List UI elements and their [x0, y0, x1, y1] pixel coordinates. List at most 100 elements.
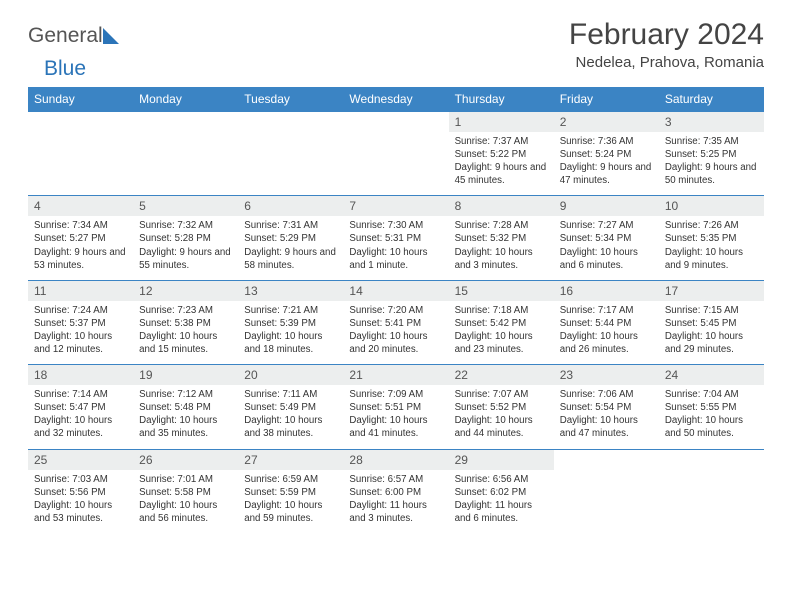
day-details: Sunrise: 7:23 AMSunset: 5:38 PMDaylight:…	[133, 301, 238, 364]
calendar-cell: 7Sunrise: 7:30 AMSunset: 5:31 PMDaylight…	[343, 196, 448, 280]
calendar-cell: 11Sunrise: 7:24 AMSunset: 5:37 PMDayligh…	[28, 280, 133, 364]
calendar-cell: 8Sunrise: 7:28 AMSunset: 5:32 PMDaylight…	[449, 196, 554, 280]
day-number: 21	[343, 365, 448, 385]
calendar-week-row: 25Sunrise: 7:03 AMSunset: 5:56 PMDayligh…	[28, 449, 764, 533]
day-details: Sunrise: 7:18 AMSunset: 5:42 PMDaylight:…	[449, 301, 554, 364]
day-number: 25	[28, 450, 133, 470]
calendar-cell: 2Sunrise: 7:36 AMSunset: 5:24 PMDaylight…	[554, 112, 659, 196]
calendar-cell: 13Sunrise: 7:21 AMSunset: 5:39 PMDayligh…	[238, 280, 343, 364]
calendar-cell	[659, 449, 764, 533]
calendar-cell: 24Sunrise: 7:04 AMSunset: 5:55 PMDayligh…	[659, 365, 764, 449]
day-number: 15	[449, 281, 554, 301]
calendar-week-row: 11Sunrise: 7:24 AMSunset: 5:37 PMDayligh…	[28, 280, 764, 364]
day-details: Sunrise: 7:37 AMSunset: 5:22 PMDaylight:…	[449, 132, 554, 195]
calendar-cell: 14Sunrise: 7:20 AMSunset: 5:41 PMDayligh…	[343, 280, 448, 364]
calendar-cell: 1Sunrise: 7:37 AMSunset: 5:22 PMDaylight…	[449, 112, 554, 196]
day-details: Sunrise: 6:57 AMSunset: 6:00 PMDaylight:…	[343, 470, 448, 533]
day-header: Friday	[554, 87, 659, 112]
calendar-cell	[343, 112, 448, 196]
calendar-cell: 3Sunrise: 7:35 AMSunset: 5:25 PMDaylight…	[659, 112, 764, 196]
day-details: Sunrise: 7:26 AMSunset: 5:35 PMDaylight:…	[659, 216, 764, 279]
day-details: Sunrise: 7:27 AMSunset: 5:34 PMDaylight:…	[554, 216, 659, 279]
calendar-cell: 23Sunrise: 7:06 AMSunset: 5:54 PMDayligh…	[554, 365, 659, 449]
day-number: 3	[659, 112, 764, 132]
calendar-cell: 16Sunrise: 7:17 AMSunset: 5:44 PMDayligh…	[554, 280, 659, 364]
day-details: Sunrise: 6:59 AMSunset: 5:59 PMDaylight:…	[238, 470, 343, 533]
day-details: Sunrise: 7:31 AMSunset: 5:29 PMDaylight:…	[238, 216, 343, 279]
calendar-cell: 10Sunrise: 7:26 AMSunset: 5:35 PMDayligh…	[659, 196, 764, 280]
day-number: 26	[133, 450, 238, 470]
day-details: Sunrise: 7:14 AMSunset: 5:47 PMDaylight:…	[28, 385, 133, 448]
calendar-cell: 29Sunrise: 6:56 AMSunset: 6:02 PMDayligh…	[449, 449, 554, 533]
day-number: 29	[449, 450, 554, 470]
day-number: 19	[133, 365, 238, 385]
calendar-cell: 21Sunrise: 7:09 AMSunset: 5:51 PMDayligh…	[343, 365, 448, 449]
day-number: 16	[554, 281, 659, 301]
day-details: Sunrise: 7:15 AMSunset: 5:45 PMDaylight:…	[659, 301, 764, 364]
logo-text-blue: Blue	[28, 57, 86, 80]
calendar-cell: 18Sunrise: 7:14 AMSunset: 5:47 PMDayligh…	[28, 365, 133, 449]
day-header: Monday	[133, 87, 238, 112]
day-details: Sunrise: 7:04 AMSunset: 5:55 PMDaylight:…	[659, 385, 764, 448]
day-number: 22	[449, 365, 554, 385]
calendar-cell: 22Sunrise: 7:07 AMSunset: 5:52 PMDayligh…	[449, 365, 554, 449]
calendar-cell: 12Sunrise: 7:23 AMSunset: 5:38 PMDayligh…	[133, 280, 238, 364]
day-number: 13	[238, 281, 343, 301]
day-details: Sunrise: 7:36 AMSunset: 5:24 PMDaylight:…	[554, 132, 659, 195]
day-details: Sunrise: 7:32 AMSunset: 5:28 PMDaylight:…	[133, 216, 238, 279]
calendar-cell: 9Sunrise: 7:27 AMSunset: 5:34 PMDaylight…	[554, 196, 659, 280]
day-number: 18	[28, 365, 133, 385]
day-header: Wednesday	[343, 87, 448, 112]
day-number: 12	[133, 281, 238, 301]
calendar-cell	[554, 449, 659, 533]
day-details: Sunrise: 6:56 AMSunset: 6:02 PMDaylight:…	[449, 470, 554, 533]
day-details: Sunrise: 7:06 AMSunset: 5:54 PMDaylight:…	[554, 385, 659, 448]
day-details: Sunrise: 7:11 AMSunset: 5:49 PMDaylight:…	[238, 385, 343, 448]
day-header: Thursday	[449, 87, 554, 112]
day-details: Sunrise: 7:30 AMSunset: 5:31 PMDaylight:…	[343, 216, 448, 279]
day-header: Saturday	[659, 87, 764, 112]
day-details: Sunrise: 7:17 AMSunset: 5:44 PMDaylight:…	[554, 301, 659, 364]
calendar-week-row: 1Sunrise: 7:37 AMSunset: 5:22 PMDaylight…	[28, 112, 764, 196]
day-details: Sunrise: 7:03 AMSunset: 5:56 PMDaylight:…	[28, 470, 133, 533]
calendar-cell: 5Sunrise: 7:32 AMSunset: 5:28 PMDaylight…	[133, 196, 238, 280]
calendar-cell: 4Sunrise: 7:34 AMSunset: 5:27 PMDaylight…	[28, 196, 133, 280]
day-number: 11	[28, 281, 133, 301]
day-details: Sunrise: 7:34 AMSunset: 5:27 PMDaylight:…	[28, 216, 133, 279]
calendar-cell: 17Sunrise: 7:15 AMSunset: 5:45 PMDayligh…	[659, 280, 764, 364]
day-number: 20	[238, 365, 343, 385]
calendar-cell: 27Sunrise: 6:59 AMSunset: 5:59 PMDayligh…	[238, 449, 343, 533]
logo: General	[28, 18, 121, 48]
calendar-table: Sunday Monday Tuesday Wednesday Thursday…	[28, 87, 764, 533]
day-number: 2	[554, 112, 659, 132]
day-number: 17	[659, 281, 764, 301]
logo-triangle-icon	[103, 28, 119, 44]
day-details: Sunrise: 7:12 AMSunset: 5:48 PMDaylight:…	[133, 385, 238, 448]
calendar-cell: 6Sunrise: 7:31 AMSunset: 5:29 PMDaylight…	[238, 196, 343, 280]
calendar-header-row: Sunday Monday Tuesday Wednesday Thursday…	[28, 87, 764, 112]
month-title: February 2024	[569, 18, 764, 52]
calendar-cell: 28Sunrise: 6:57 AMSunset: 6:00 PMDayligh…	[343, 449, 448, 533]
day-number: 10	[659, 196, 764, 216]
day-details: Sunrise: 7:24 AMSunset: 5:37 PMDaylight:…	[28, 301, 133, 364]
day-details: Sunrise: 7:21 AMSunset: 5:39 PMDaylight:…	[238, 301, 343, 364]
day-number: 4	[28, 196, 133, 216]
day-header: Tuesday	[238, 87, 343, 112]
day-details: Sunrise: 7:09 AMSunset: 5:51 PMDaylight:…	[343, 385, 448, 448]
day-number: 27	[238, 450, 343, 470]
calendar-week-row: 18Sunrise: 7:14 AMSunset: 5:47 PMDayligh…	[28, 365, 764, 449]
calendar-week-row: 4Sunrise: 7:34 AMSunset: 5:27 PMDaylight…	[28, 196, 764, 280]
day-number: 9	[554, 196, 659, 216]
day-number: 23	[554, 365, 659, 385]
day-number: 14	[343, 281, 448, 301]
day-details: Sunrise: 7:20 AMSunset: 5:41 PMDaylight:…	[343, 301, 448, 364]
day-number: 5	[133, 196, 238, 216]
calendar-cell: 26Sunrise: 7:01 AMSunset: 5:58 PMDayligh…	[133, 449, 238, 533]
day-number: 1	[449, 112, 554, 132]
day-details: Sunrise: 7:28 AMSunset: 5:32 PMDaylight:…	[449, 216, 554, 279]
day-details: Sunrise: 7:01 AMSunset: 5:58 PMDaylight:…	[133, 470, 238, 533]
calendar-cell: 15Sunrise: 7:18 AMSunset: 5:42 PMDayligh…	[449, 280, 554, 364]
day-number: 7	[343, 196, 448, 216]
calendar-cell: 25Sunrise: 7:03 AMSunset: 5:56 PMDayligh…	[28, 449, 133, 533]
calendar-cell: 20Sunrise: 7:11 AMSunset: 5:49 PMDayligh…	[238, 365, 343, 449]
